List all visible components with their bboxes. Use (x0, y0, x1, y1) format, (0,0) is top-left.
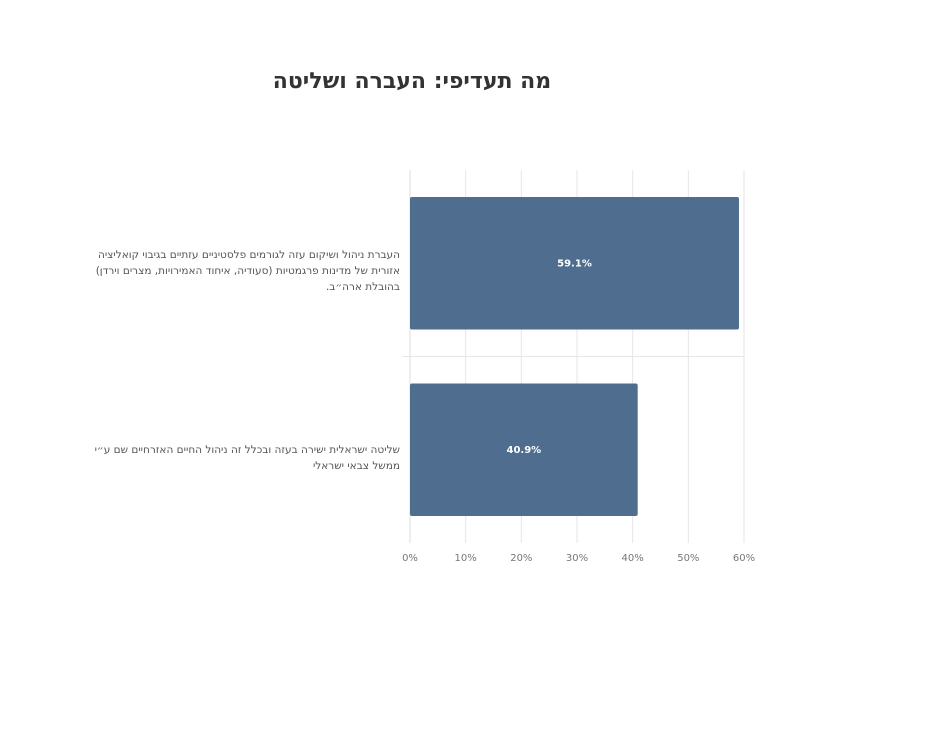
x-tick-label: 20% (510, 553, 532, 564)
x-tick-label: 50% (677, 553, 699, 564)
bar (410, 197, 739, 330)
category-label: העברת ניהול ושיקום עזה לגורמים פלסטיניים… (95, 249, 400, 294)
value-label: 40.9% (506, 445, 541, 456)
chart-title: מה תעדיפי: העברה ושליטה (273, 69, 551, 94)
x-tick-label: 30% (566, 553, 588, 564)
value-label: 59.1% (557, 258, 592, 269)
x-tick-label: 40% (622, 553, 644, 564)
x-tick-label: 60% (733, 553, 755, 564)
bar (410, 383, 638, 516)
x-tick-label: 10% (455, 553, 477, 564)
category-label: שליטה ישראלית ישירה בעזה ובכלל זה ניהול … (94, 443, 400, 472)
x-tick-label: 0% (402, 553, 418, 564)
